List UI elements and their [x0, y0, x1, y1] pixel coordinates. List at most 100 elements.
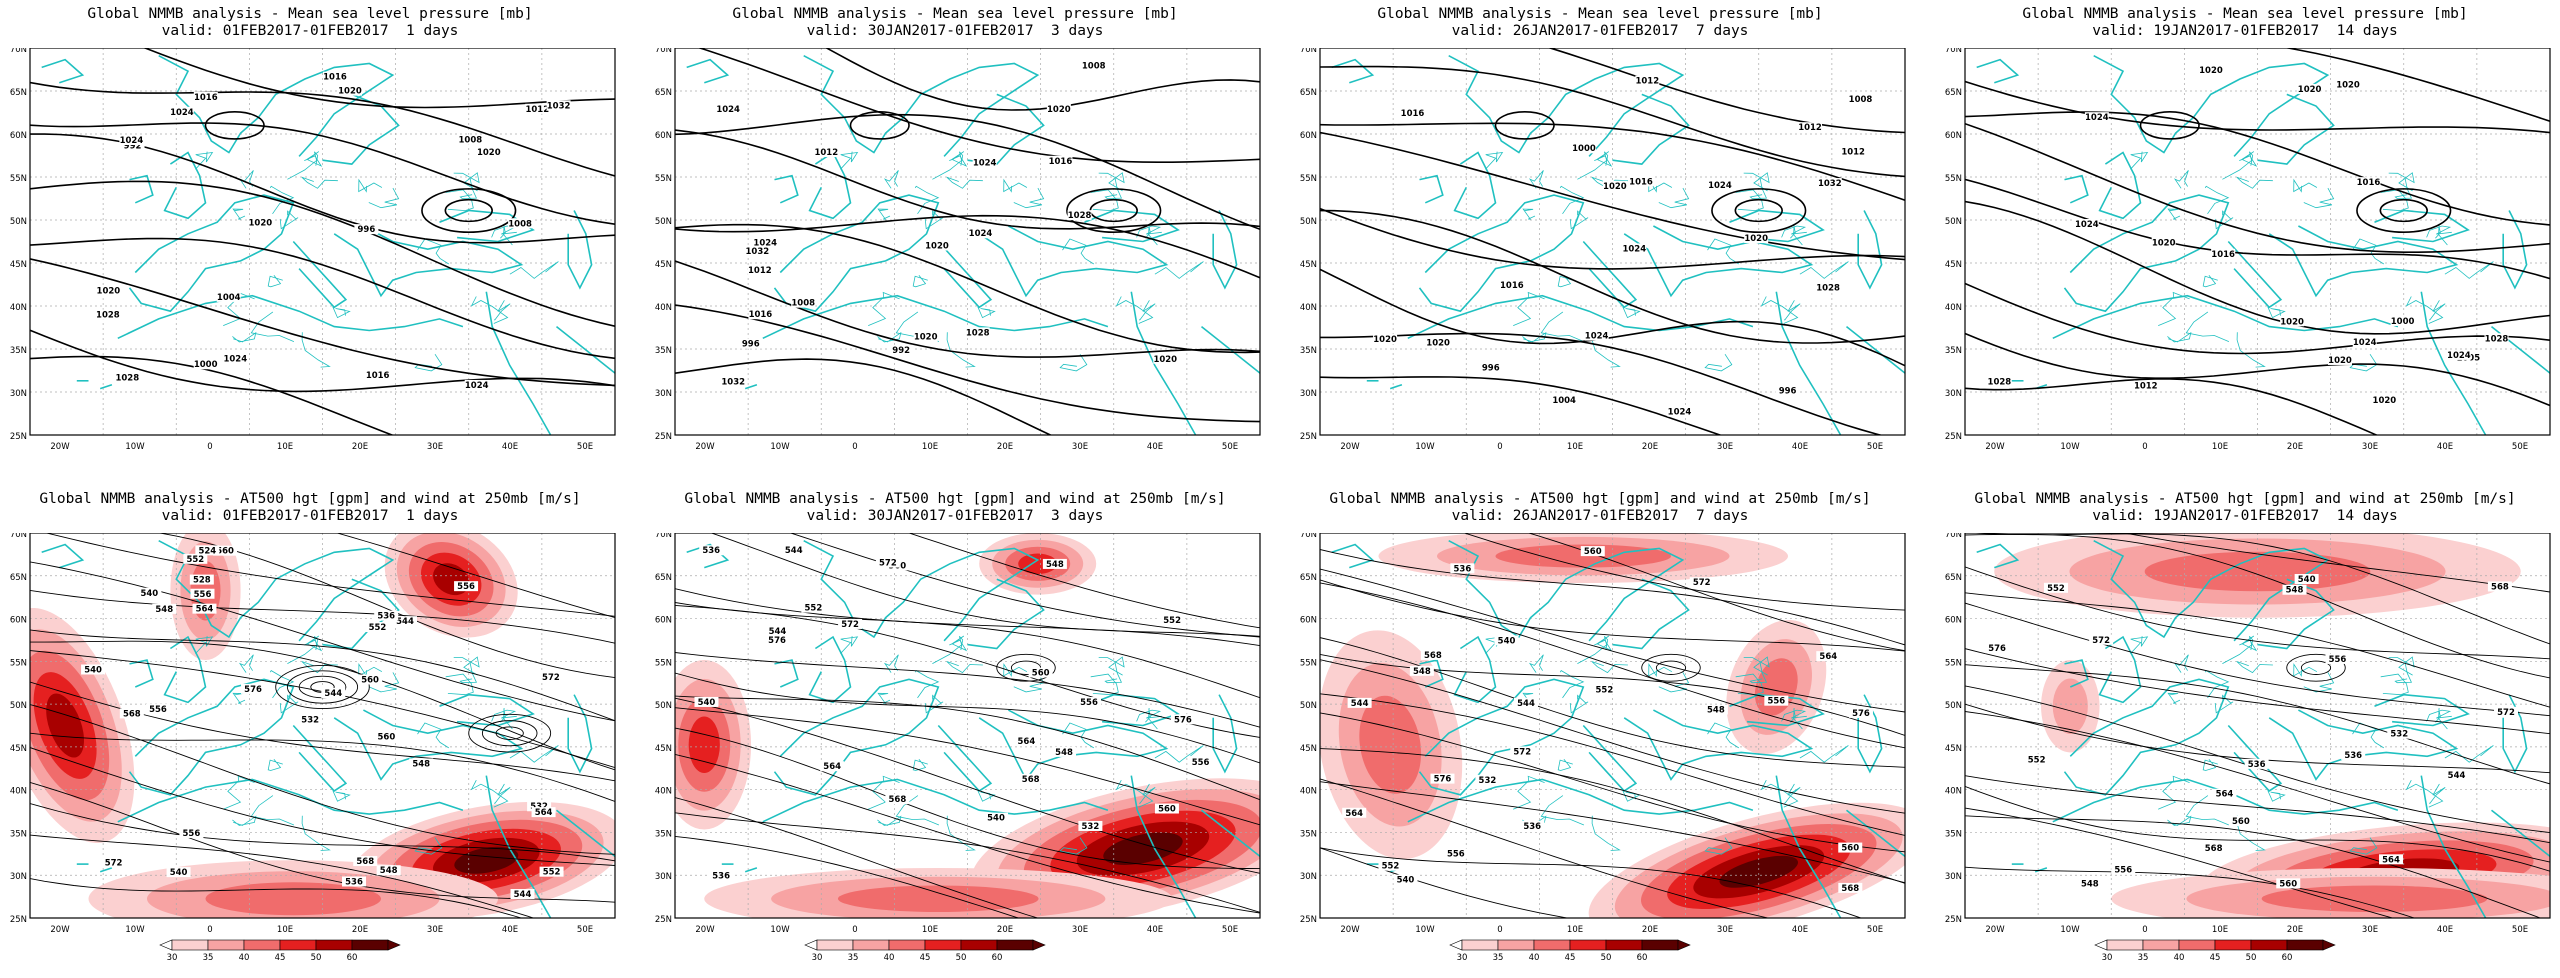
- contour-labels: 1008 1012 1016 1020 1024 1028 1032 992 996 1008 10…: [716, 60, 1178, 388]
- lat-tick-label: 30N: [10, 389, 27, 399]
- contour-label: 1008: [508, 219, 532, 229]
- contour-label: 564: [1819, 652, 1837, 662]
- contour-label: 564: [823, 762, 841, 772]
- contour-label: 548: [380, 866, 398, 876]
- contour-label: 1000: [194, 360, 218, 370]
- lat-tick-label: 35N: [1945, 346, 1962, 356]
- lat-tick-label: 65N: [1300, 88, 1317, 98]
- lon-tick-label: 20E: [2287, 442, 2303, 452]
- coastlines: [1976, 54, 2550, 435]
- lat-tick-label: 40N: [1945, 787, 1962, 797]
- lat-tick-label: 35N: [655, 346, 672, 356]
- panel-title: Global NMMB analysis - AT500 hgt [gpm] a…: [39, 491, 581, 507]
- lat-tick-label: 55N: [1945, 658, 1962, 668]
- lat-tick-label: 45N: [1945, 260, 1962, 270]
- contour-label: 1000: [1572, 144, 1596, 154]
- colorbar-swatch: [207, 939, 245, 951]
- colorbar-tick-label: 30: [1457, 953, 1468, 963]
- axis-labels: 20W 10W 0 10E 20E 30E 40E 50E 70N 65N 60N 55N 50N 45N…: [1945, 533, 2528, 935]
- lat-tick-label: 35N: [655, 829, 672, 839]
- contour-label: 568: [123, 709, 141, 719]
- lon-tick-label: 30E: [427, 442, 443, 452]
- colorbar-tick-label: 35: [1493, 953, 1504, 963]
- lat-tick-label: 50N: [1945, 701, 1962, 711]
- lon-tick-label: 10W: [125, 442, 145, 452]
- contour-label: 556: [1447, 850, 1465, 860]
- contour-label: 1012: [1798, 123, 1822, 133]
- colorbar-swatch: [2106, 939, 2144, 951]
- colorbar-swatch: [852, 939, 890, 951]
- lat-tick-label: 50N: [10, 217, 27, 227]
- lat-tick-label: 30N: [10, 872, 27, 882]
- colorbar-swatch: [924, 939, 962, 951]
- contour-label: 1008: [1082, 61, 1106, 71]
- lon-tick-label: 20W: [1340, 442, 1360, 452]
- lat-tick-label: 25N: [1300, 432, 1317, 442]
- lat-tick-label: 50N: [1300, 217, 1317, 227]
- contour-label: 1020: [2152, 238, 2176, 248]
- contour-labels: 1024100810201024102899299610001004101210…: [95, 71, 571, 391]
- contour-label: 1016: [749, 310, 773, 320]
- contour-label: 1024: [753, 239, 777, 249]
- colorbar-swatch: [1497, 939, 1535, 951]
- lat-tick-label: 60N: [1945, 616, 1962, 626]
- lon-tick-label: 20W: [1340, 925, 1360, 935]
- map-area: 532 536 540 544 548 552 556 560 564 568 572 576 536 5…: [1964, 533, 2551, 919]
- contour-label: 572: [542, 673, 560, 683]
- lon-tick-label: 10E: [2212, 925, 2228, 935]
- contour-label: 544: [1351, 699, 1369, 709]
- colorbar-tick-label: 35: [203, 953, 214, 963]
- wind-shading: [1320, 533, 1905, 918]
- contour-label: 1024: [969, 229, 993, 239]
- lon-tick-label: 50E: [1222, 925, 1238, 935]
- lon-tick-label: 10W: [770, 442, 790, 452]
- lat-tick-label: 65N: [1945, 88, 1962, 98]
- colorbar-swatch: [1605, 939, 1643, 951]
- contour-label: 1020: [97, 287, 121, 297]
- colorbar: 30 35 40 45 50 60: [159, 939, 401, 963]
- lat-tick-label: 35N: [1300, 829, 1317, 839]
- contour-label: 1020: [2199, 66, 2223, 76]
- isolines: [1965, 533, 2550, 918]
- contour-label: 1024: [2085, 113, 2109, 123]
- panel-valid-period: valid: 19JAN2017-01FEB2017 14 days: [2092, 508, 2398, 524]
- contour-label: 568: [1841, 884, 1859, 894]
- contour-label: 548: [155, 605, 173, 615]
- contour-label: 536: [2344, 751, 2362, 761]
- contour-label: 1016: [1401, 109, 1425, 119]
- contour-label: 552: [1163, 616, 1181, 626]
- contour-label: 540: [170, 868, 188, 878]
- contour-label: 540: [1498, 636, 1516, 646]
- contour-label: 1028: [966, 328, 990, 338]
- lon-tick-label: 20W: [1985, 442, 2005, 452]
- lat-tick-label: 70N: [10, 533, 27, 540]
- lon-tick-label: 40E: [502, 442, 518, 452]
- contour-label: 996: [742, 340, 760, 350]
- contour-label: 568: [2205, 844, 2223, 854]
- contour-label: 1024: [120, 136, 144, 146]
- contour-label: 1020: [2328, 356, 2352, 366]
- contour-label: 548: [1046, 560, 1064, 570]
- contour-label: 1024: [2353, 338, 2377, 348]
- colorbar-tick-label: 45: [2210, 953, 2221, 963]
- contour-label: 524: [198, 546, 216, 556]
- contour-label: 572: [1693, 578, 1711, 588]
- lat-tick-label: 35N: [1300, 346, 1317, 356]
- contour-label: 540: [698, 698, 716, 708]
- contour-label: 560: [378, 733, 396, 743]
- colorbar: 30 35 40 45 50 60: [804, 939, 1046, 963]
- contour-label: 1032: [746, 247, 770, 257]
- isolines: [30, 48, 615, 435]
- contour-label: 1016: [1629, 177, 1653, 187]
- lon-tick-label: 20W: [695, 442, 715, 452]
- lon-tick-label: 10W: [1415, 442, 1435, 452]
- contour-label: 1020: [2373, 396, 2397, 406]
- contour-label: 560: [1584, 547, 1602, 557]
- contour-label: 1032: [547, 101, 571, 111]
- contour-label: 532: [301, 716, 319, 726]
- contour-label: 564: [2216, 790, 2234, 800]
- lat-tick-label: 70N: [1945, 533, 1962, 540]
- contour-label: 564: [196, 605, 214, 615]
